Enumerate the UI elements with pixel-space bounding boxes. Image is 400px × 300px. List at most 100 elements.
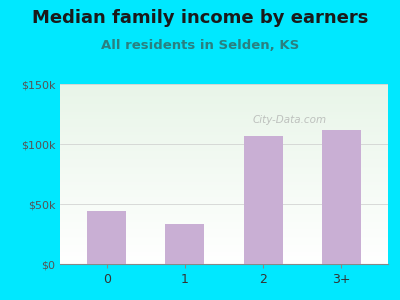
Bar [60,101,388,102]
Bar [60,199,388,200]
Bar [60,223,388,224]
Bar [60,110,388,111]
Bar [60,160,388,161]
Bar [60,98,388,99]
Bar [60,249,388,250]
Bar [60,187,388,188]
Bar [60,95,388,96]
Bar [60,256,388,257]
Bar [60,84,388,85]
Bar [60,191,388,192]
Bar [60,244,388,245]
Bar [60,195,388,196]
Bar [60,217,388,218]
Bar [60,176,388,177]
Bar [60,235,388,236]
Bar [60,196,388,197]
Bar [60,117,388,118]
Bar [60,94,388,95]
Bar [60,97,388,98]
Bar [60,156,388,157]
Text: Median family income by earners: Median family income by earners [32,9,368,27]
Bar [60,171,388,172]
Bar [60,210,388,211]
Bar [60,259,388,260]
Bar [60,255,388,256]
Bar [60,87,388,88]
Bar [60,150,388,151]
Bar [60,238,388,239]
Bar [60,126,388,127]
Bar [60,211,388,212]
Bar [60,170,388,171]
Bar [60,243,388,244]
Bar [60,96,388,97]
Bar [60,93,388,94]
Bar [60,254,388,255]
Bar [60,154,388,155]
Bar [60,118,388,119]
Bar [60,181,388,182]
Bar [60,239,388,240]
Bar [60,201,388,202]
Bar [60,163,388,164]
Bar [60,192,388,193]
Bar [60,206,388,207]
Bar [60,111,388,112]
Bar [60,120,388,121]
Bar [60,252,388,253]
Bar [60,221,388,222]
Bar [60,158,388,159]
Bar [60,179,388,180]
Bar [60,147,388,148]
Bar [60,193,388,194]
Bar [60,106,388,107]
Bar [60,108,388,109]
Bar [60,222,388,223]
Bar [60,131,388,132]
Bar [60,251,388,252]
Bar [60,234,388,235]
Bar [60,173,388,174]
Bar [244,136,282,264]
Bar [60,190,388,191]
Bar [60,180,388,181]
Bar [60,185,388,186]
Bar [60,91,388,92]
Bar [60,116,388,117]
Bar [60,99,388,100]
Bar [60,216,388,217]
Bar [60,129,388,130]
Bar [60,225,388,226]
Bar [60,90,388,91]
Bar [60,169,388,170]
Bar [60,132,388,133]
Bar [60,209,388,210]
Bar [60,228,388,229]
Bar [60,227,388,228]
Bar [60,178,388,179]
Bar [60,144,388,145]
Bar [60,115,388,116]
Bar [60,146,388,147]
Bar [60,224,388,225]
Bar [60,134,388,135]
Bar [60,260,388,261]
Bar [60,184,388,185]
Bar [60,153,388,154]
Bar [60,205,388,206]
Bar [60,182,388,183]
Bar [60,119,388,120]
Bar [60,122,388,123]
Bar [60,107,388,108]
Bar [60,88,388,89]
Bar [60,165,388,166]
Bar [60,215,388,216]
Bar [60,258,388,259]
Bar [60,85,388,86]
Bar [60,194,388,195]
Bar [60,121,388,122]
Bar [60,172,388,173]
Bar [60,253,388,254]
Bar [60,231,388,232]
